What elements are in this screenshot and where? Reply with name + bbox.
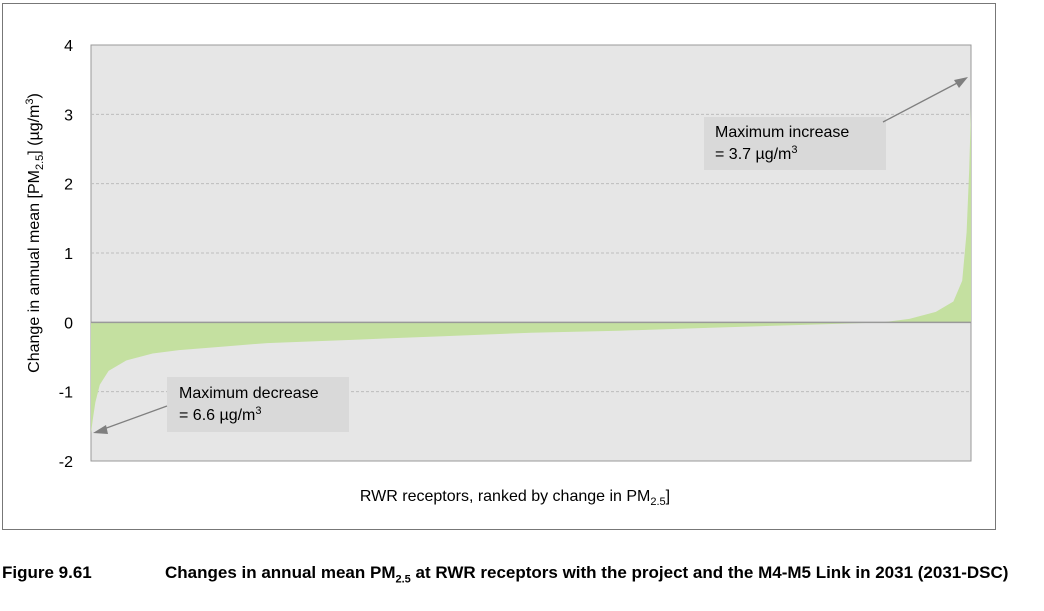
arrowhead-decrease: [93, 425, 108, 434]
chart-frame: -2 -1 0 1 2 3 4 Maximum increase = 3.7 µg/m3 M…: [2, 3, 996, 530]
y-tick-labels: -2 -1 0 1 2 3 4: [59, 38, 73, 471]
figure-title: Changes in annual mean PM2.5 at RWR rece…: [165, 563, 1009, 586]
figure-number: Figure 9.61: [2, 563, 92, 582]
annotation-decrease-line2: = 6.6 µg/m3: [179, 405, 262, 424]
y-tick-label: 0: [64, 315, 73, 332]
annotation-max-decrease: Maximum decrease = 6.6 µg/m3: [93, 377, 349, 434]
y-tick-label: -1: [59, 385, 73, 402]
y-tick-label: 1: [64, 246, 73, 263]
annotation-increase-line1: Maximum increase: [715, 124, 849, 141]
annotation-box-decrease: [167, 377, 349, 432]
annotation-increase-line2: = 3.7 µg/m3: [715, 144, 798, 163]
y-axis-label: Change in annual mean [PM2.5] (µg/m3): [24, 93, 46, 373]
area-chart: -2 -1 0 1 2 3 4 Maximum increase = 3.7 µg/m3 M…: [24, 38, 972, 508]
y-tick-label: 4: [64, 38, 73, 55]
arrowhead-increase: [954, 77, 968, 88]
y-tick-label: -2: [59, 454, 73, 471]
y-tick-label: 3: [64, 107, 73, 124]
arrow-increase: [882, 80, 962, 123]
y-tick-label: 2: [64, 177, 73, 194]
annotation-max-increase: Maximum increase = 3.7 µg/m3: [704, 77, 968, 170]
arrow-decrease: [100, 405, 168, 431]
annotation-box-increase: [704, 117, 886, 170]
annotation-decrease-line1: Maximum decrease: [179, 385, 319, 402]
x-axis-label: RWR receptors, ranked by change in PM2.5…: [360, 488, 670, 508]
